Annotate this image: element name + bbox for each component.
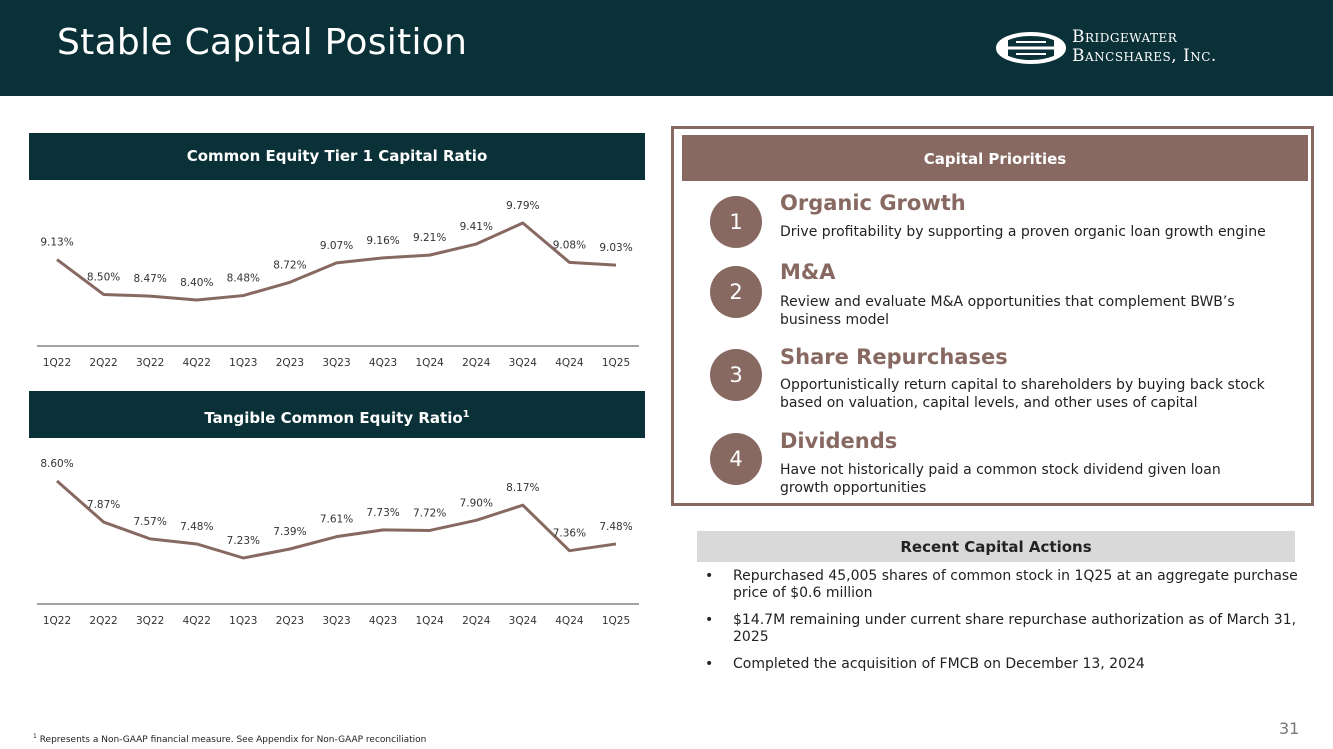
- tce-data-label-1Q24: 7.72%: [413, 507, 446, 519]
- tce-data-label-4Q23: 7.73%: [366, 507, 399, 519]
- cet1-data-label-3Q22: 8.47%: [133, 273, 166, 285]
- priority-number-4: 4: [710, 433, 762, 485]
- priority-title-share-repurchases: Share Repurchases: [780, 345, 1008, 369]
- tce-tick-label-1Q23: 1Q23: [229, 615, 257, 627]
- capital-priorities-panel: [671, 126, 1314, 506]
- priority-desc-share-repurchases: Opportunistically return capital to shar…: [780, 377, 1265, 411]
- tce-data-label-3Q23: 7.61%: [320, 514, 353, 526]
- priority-title-organic-growth: Organic Growth: [780, 191, 966, 215]
- cet1-tick-label-4Q22: 4Q22: [183, 357, 211, 369]
- list-item: • Completed the acquisition of FMCB on De…: [705, 656, 1305, 673]
- cet1-data-label-2Q24: 9.41%: [460, 221, 493, 233]
- cet1-tick-label-3Q22: 3Q22: [136, 357, 164, 369]
- tce-tick-label-4Q24: 4Q24: [555, 615, 584, 627]
- capital-priorities-header: Capital Priorities: [682, 135, 1308, 181]
- cet1-tick-label-1Q23: 1Q23: [229, 357, 257, 369]
- footnote-sup: 1: [33, 733, 37, 740]
- cet1-data-label-1Q25: 9.03%: [599, 242, 632, 254]
- tce-data-label-1Q23: 7.23%: [227, 535, 260, 547]
- recent-capital-actions-header: Recent Capital Actions: [697, 531, 1295, 562]
- tce-data-label-2Q24: 7.90%: [460, 497, 493, 509]
- tce-tick-label-3Q24: 3Q24: [509, 615, 538, 627]
- cet1-chart-header: Common Equity Tier 1 Capital Ratio: [29, 133, 645, 180]
- cet1-data-label-4Q24: 9.08%: [553, 239, 586, 251]
- tce-data-label-4Q22: 7.48%: [180, 521, 213, 533]
- tce-tick-label-1Q25: 1Q25: [602, 615, 630, 627]
- cet1-line-chart: 9.13% 1Q22 8.50% 2Q22 8.47% 3Q22 8.40% 4Q22 8.48…: [37, 200, 639, 369]
- tce-line-chart: 8.60% 1Q22 7.87% 2Q22 7.57% 3Q22 7.48% 4Q22 7.23…: [37, 458, 639, 627]
- bullet-icon: •: [705, 656, 714, 672]
- tce-tick-label-2Q22: 2Q22: [89, 615, 117, 627]
- tce-chart-header: Tangible Common Equity Ratio1: [29, 391, 645, 438]
- tce-tick-label-2Q23: 2Q23: [276, 615, 304, 627]
- priority-number-3: 3: [710, 349, 762, 401]
- bullet-icon: •: [705, 612, 714, 628]
- tce-data-label-4Q24: 7.36%: [553, 528, 586, 540]
- cet1-tick-label-4Q23: 4Q23: [369, 357, 397, 369]
- action-text-3: Completed the acquisition of FMCB on Dec…: [733, 656, 1145, 672]
- priority-number-2: 2: [710, 266, 762, 318]
- tce-data-label-3Q22: 7.57%: [133, 516, 166, 528]
- cet1-data-label-1Q22: 9.13%: [40, 237, 73, 249]
- tce-tick-label-3Q22: 3Q22: [136, 615, 164, 627]
- tce-data-label-2Q22: 7.87%: [87, 499, 120, 511]
- recent-capital-actions-list: • Repurchased 45,005 shares of common sto…: [705, 568, 1305, 683]
- cet1-data-label-1Q23: 8.48%: [227, 273, 260, 285]
- logo-wordmark: Bridgewater Bancshares, Inc.: [1072, 28, 1217, 66]
- priority-title-ma: M&A: [780, 260, 836, 284]
- action-text-2: $14.7M remaining under current share rep…: [733, 612, 1297, 645]
- tce-tick-label-2Q24: 2Q24: [462, 615, 491, 627]
- tce-data-label-2Q23: 7.39%: [273, 526, 306, 538]
- tce-tick-label-4Q22: 4Q22: [183, 615, 211, 627]
- logo-line-1: Bridgewater: [1072, 27, 1178, 47]
- tce-tick-label-1Q22: 1Q22: [43, 615, 71, 627]
- tce-data-label-3Q24: 8.17%: [506, 482, 539, 494]
- footnote: 1 Represents a Non-GAAP financial measur…: [33, 733, 426, 745]
- priority-number-1: 1: [710, 196, 762, 248]
- cet1-data-label-2Q23: 8.72%: [273, 259, 306, 271]
- cet1-data-label-2Q22: 8.50%: [87, 271, 120, 283]
- cet1-tick-label-2Q22: 2Q22: [89, 357, 117, 369]
- priority-desc-dividends: Have not historically paid a common stoc…: [780, 462, 1221, 496]
- cet1-data-label-1Q24: 9.21%: [413, 232, 446, 244]
- bullet-icon: •: [705, 568, 714, 584]
- tce-chart-title-sup: 1: [462, 409, 470, 420]
- priority-title-dividends: Dividends: [780, 429, 898, 453]
- cet1-tick-label-1Q22: 1Q22: [43, 357, 71, 369]
- cet1-data-label-4Q23: 9.16%: [366, 235, 399, 247]
- cet1-tick-label-3Q23: 3Q23: [322, 357, 350, 369]
- footnote-text: Represents a Non-GAAP financial measure.…: [39, 735, 427, 745]
- cet1-tick-label-3Q24: 3Q24: [509, 357, 538, 369]
- cet1-tick-label-1Q24: 1Q24: [416, 357, 445, 369]
- cet1-tick-label-2Q23: 2Q23: [276, 357, 304, 369]
- cet1-data-label-4Q22: 8.40%: [180, 277, 213, 289]
- tce-tick-label-4Q23: 4Q23: [369, 615, 397, 627]
- cet1-tick-label-4Q24: 4Q24: [555, 357, 584, 369]
- cet1-data-label-3Q23: 9.07%: [320, 240, 353, 252]
- list-item: • $14.7M remaining under current share re…: [705, 612, 1305, 646]
- tce-chart-title: Tangible Common Equity Ratio: [204, 409, 463, 427]
- company-logo: Bridgewater Bancshares, Inc.: [994, 26, 1274, 70]
- logo-line-2: Bancshares, Inc.: [1072, 46, 1217, 66]
- cet1-tick-label-1Q25: 1Q25: [602, 357, 630, 369]
- tce-data-label-1Q25: 7.48%: [599, 521, 632, 533]
- priority-desc-ma: Review and evaluate M&A opportunities th…: [780, 294, 1235, 328]
- priority-desc-organic-growth: Drive profitability by supporting a prov…: [780, 224, 1266, 240]
- cet1-data-label-3Q24: 9.79%: [506, 200, 539, 212]
- cet1-series-line: [56, 221, 617, 302]
- cet1-tick-label-2Q24: 2Q24: [462, 357, 491, 369]
- tce-data-label-1Q22: 8.60%: [40, 458, 73, 470]
- title-bar: Stable Capital Position Bridgewater Banc…: [0, 0, 1333, 96]
- list-item: • Repurchased 45,005 shares of common sto…: [705, 568, 1305, 602]
- page-title: Stable Capital Position: [57, 22, 468, 63]
- page-number: 31: [1279, 719, 1300, 738]
- cet1-chart-title: Common Equity Tier 1 Capital Ratio: [186, 147, 488, 165]
- tce-tick-label-3Q23: 3Q23: [322, 615, 350, 627]
- action-text-1: Repurchased 45,005 shares of common stoc…: [733, 568, 1298, 601]
- bridge-logo-icon: [996, 32, 1066, 64]
- tce-tick-label-1Q24: 1Q24: [416, 615, 445, 627]
